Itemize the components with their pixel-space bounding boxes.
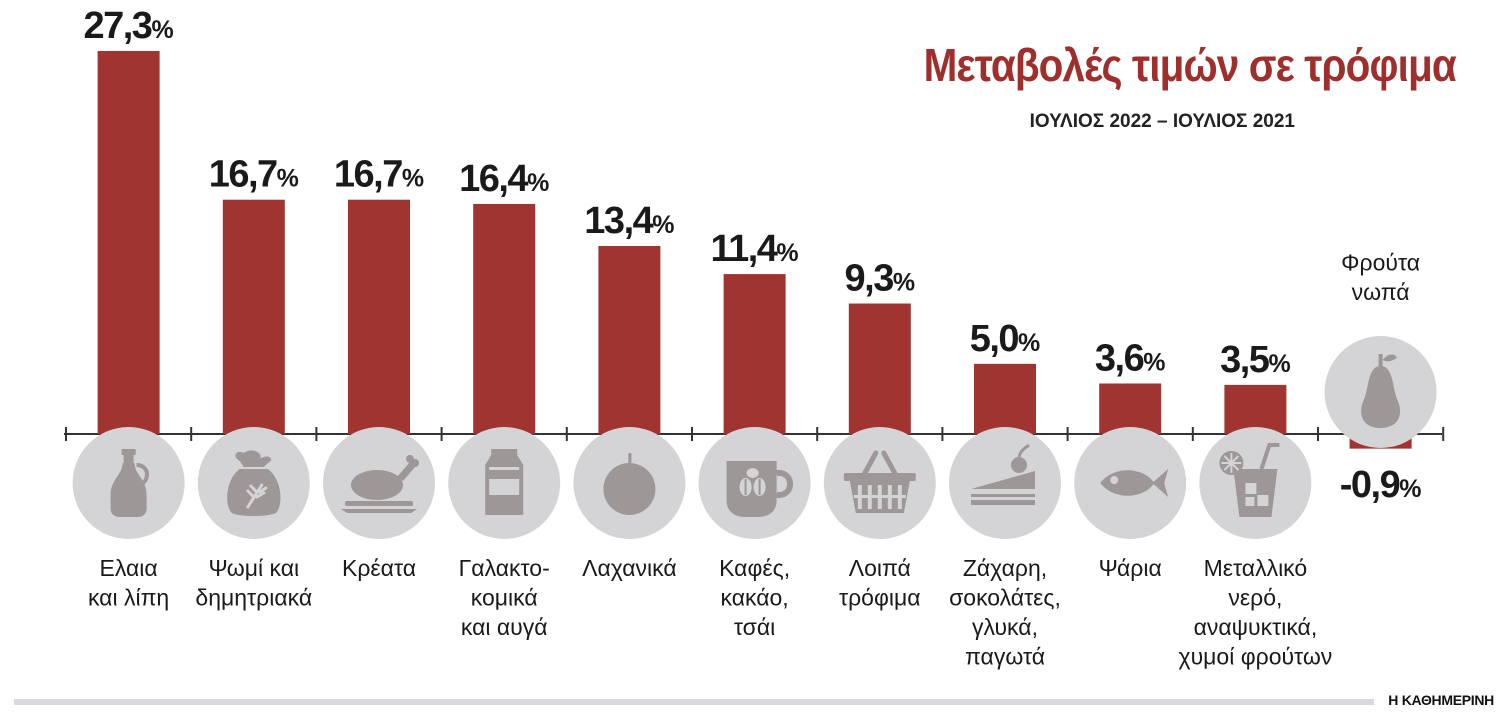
category-label: και αυγά	[461, 614, 548, 640]
category-label: Ελαια	[99, 555, 157, 581]
bar	[723, 274, 786, 434]
footer-rule	[14, 699, 1374, 705]
bar	[97, 51, 160, 434]
category-label: Καφές,	[719, 555, 790, 581]
pear-icon	[1361, 354, 1401, 428]
data-label: -0,9%	[1340, 464, 1422, 506]
category-label: Γαλακτο-	[459, 555, 550, 581]
cake-slice-icon	[971, 443, 1035, 505]
category-label: και λίπη	[88, 585, 169, 611]
bar	[848, 303, 911, 434]
category-label: νωπά	[1352, 279, 1410, 305]
category-label: Λοιπά	[849, 555, 911, 581]
category-label: Κρέατα	[342, 555, 416, 581]
category-label: νερό,	[1228, 585, 1282, 611]
bar	[1224, 384, 1287, 434]
chart-subtitle: ΙΟΥΛΙΟΣ 2022 – ΙΟΥΛΙΟΣ 2021	[1029, 111, 1295, 132]
category-label: Ψάρια	[1099, 555, 1162, 581]
category-label: Ζάχαρη,	[963, 555, 1047, 581]
category-label: Λαχανικά	[582, 555, 677, 581]
bar	[222, 199, 285, 434]
category-label: Φρούτα	[1341, 250, 1420, 276]
category-label: γλυκά,	[972, 614, 1038, 640]
bar	[1099, 383, 1162, 434]
data-label: 16,4%	[459, 158, 549, 200]
bar	[348, 199, 410, 434]
category-label: Ψωμί και	[208, 555, 299, 581]
data-label: 27,3%	[83, 5, 173, 47]
iced-drink-icon	[1219, 443, 1280, 517]
roast-chicken-icon	[341, 455, 419, 513]
publisher-credit: Η ΚΑΘΗΜΕΡΙΝΗ	[1388, 692, 1494, 708]
category-label: τρόφιμα	[839, 585, 921, 611]
data-label: 13,4%	[584, 200, 674, 242]
data-label: 5,0%	[970, 318, 1041, 360]
category-label: χυμοί φρούτων	[1179, 644, 1333, 670]
data-label: 3,5%	[1220, 339, 1291, 381]
tomato-icon	[603, 453, 656, 515]
shopping-basket-icon	[843, 450, 916, 513]
grain-sack-icon	[227, 450, 281, 516]
data-label: 3,6%	[1095, 337, 1166, 379]
bar	[598, 246, 661, 434]
data-label: 9,3%	[845, 258, 916, 300]
category-label: παγωτά	[965, 644, 1045, 670]
milk-carton-icon	[485, 449, 524, 515]
category-label: κακάο,	[720, 585, 788, 611]
category-label: αναψυκτικά,	[1194, 614, 1318, 640]
category-label: δημητριακά	[195, 585, 312, 611]
category-label: Μεταλλικό	[1204, 555, 1308, 581]
category-label: κομικά	[471, 585, 538, 611]
data-label: 11,4%	[711, 228, 799, 270]
coffee-cup-icon	[726, 461, 794, 517]
category-label: τσάι	[734, 614, 775, 640]
bar	[473, 203, 536, 434]
chart-title: Μεταβολές τιμών σε τρόφιμα	[923, 39, 1457, 91]
category-label: σοκολάτες,	[949, 585, 1061, 611]
data-label: 16,7%	[209, 154, 299, 196]
bar	[974, 363, 1036, 434]
oil-bottle-icon	[110, 449, 149, 517]
data-label: 16,7%	[334, 154, 424, 196]
fish-icon	[1100, 469, 1169, 497]
